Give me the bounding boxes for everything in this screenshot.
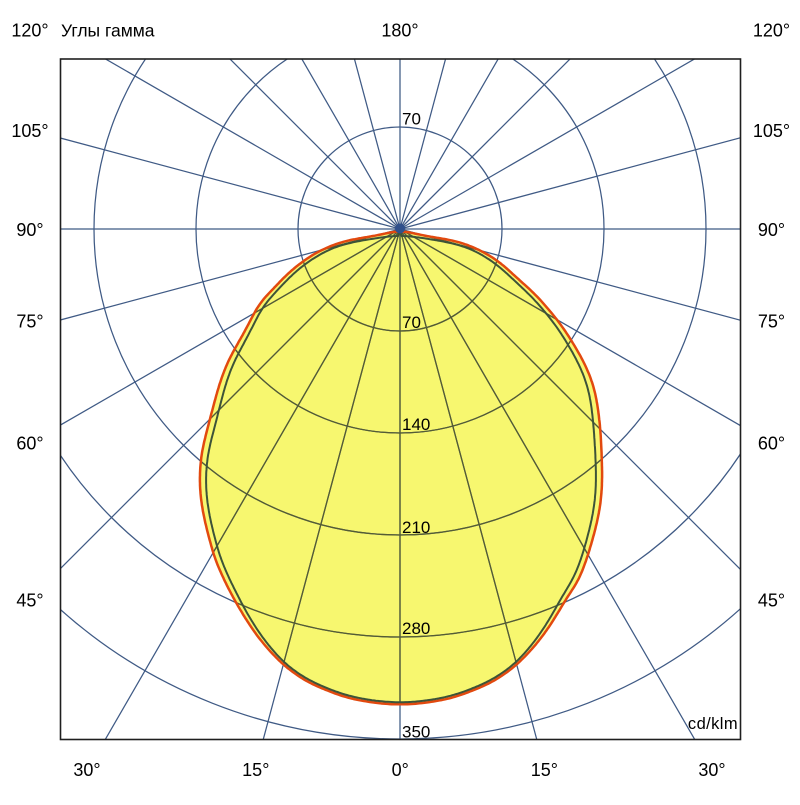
svg-text:70: 70 [402, 110, 421, 129]
svg-text:30°: 30° [698, 760, 725, 780]
svg-text:60°: 60° [758, 434, 785, 454]
svg-text:45°: 45° [16, 590, 43, 610]
svg-text:140: 140 [402, 415, 430, 434]
svg-text:cd/klm: cd/klm [688, 715, 738, 733]
svg-text:180°: 180° [381, 20, 418, 40]
svg-text:Углы гамма: Углы гамма [61, 20, 155, 40]
svg-text:120°: 120° [753, 20, 790, 40]
svg-text:105°: 105° [11, 121, 48, 141]
svg-text:30°: 30° [73, 760, 100, 780]
svg-text:15°: 15° [531, 760, 558, 780]
svg-text:90°: 90° [16, 220, 43, 240]
svg-text:15°: 15° [242, 760, 269, 780]
svg-text:105°: 105° [753, 121, 790, 141]
svg-text:75°: 75° [758, 312, 785, 332]
svg-text:210: 210 [402, 518, 430, 537]
svg-text:90°: 90° [758, 220, 785, 240]
svg-text:70: 70 [402, 313, 421, 332]
svg-text:75°: 75° [16, 312, 43, 332]
svg-text:350: 350 [402, 723, 430, 742]
svg-text:0°: 0° [392, 760, 409, 780]
svg-text:280: 280 [402, 619, 430, 638]
svg-text:60°: 60° [16, 434, 43, 454]
svg-text:45°: 45° [758, 590, 785, 610]
svg-text:120°: 120° [11, 20, 48, 40]
